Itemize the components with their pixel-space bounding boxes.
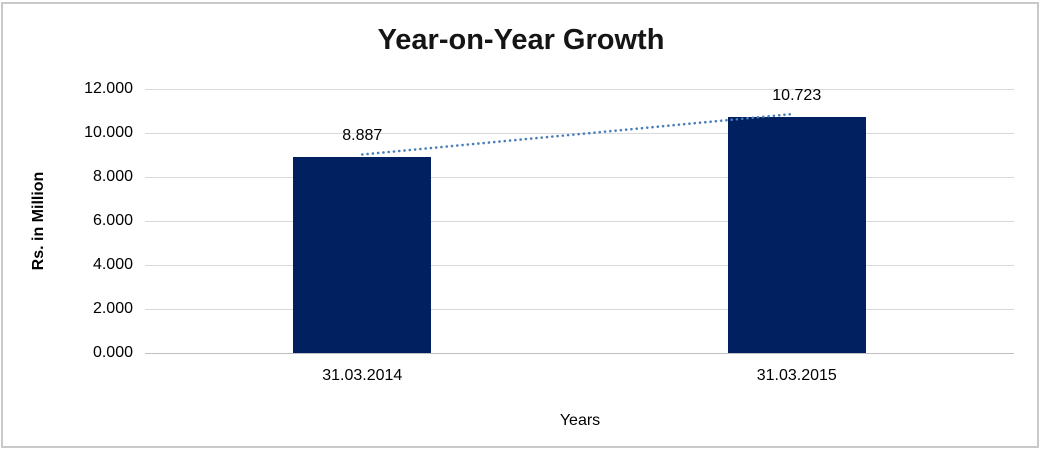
x-axis-line — [145, 352, 1014, 354]
gridline — [145, 264, 1014, 266]
gridline — [145, 176, 1014, 178]
y-tick-label: 6.000 — [92, 212, 133, 229]
y-tick-label: 4.000 — [92, 256, 133, 273]
bar — [727, 117, 866, 353]
data-label: 8.887 — [342, 127, 383, 145]
y-tick-label: 12.000 — [84, 80, 133, 97]
gridline — [145, 132, 1014, 134]
y-tick-label: 8.000 — [92, 168, 133, 185]
gridline — [145, 88, 1014, 90]
trendline — [360, 112, 794, 156]
y-tick-label: 10.000 — [84, 124, 133, 141]
gridline — [145, 308, 1014, 310]
data-label: 10.723 — [772, 87, 822, 105]
x-tick-label: 31.03.2014 — [322, 367, 403, 384]
y-tick-label: 0.000 — [92, 344, 133, 361]
chart-title: Year-on-Year Growth — [377, 24, 665, 56]
gridline — [145, 220, 1014, 222]
plot-area: 0.000 2.000 4.000 6.000 8.000 10.000 12.000 8.8… — [84, 80, 1014, 384]
x-tick-label: 31.03.2015 — [756, 367, 837, 384]
x-axis-title: Years — [559, 412, 601, 429]
y-axis-title: Rs. in Million — [30, 171, 47, 271]
bar — [293, 157, 432, 353]
y-tick-label: 2.000 — [92, 300, 133, 317]
